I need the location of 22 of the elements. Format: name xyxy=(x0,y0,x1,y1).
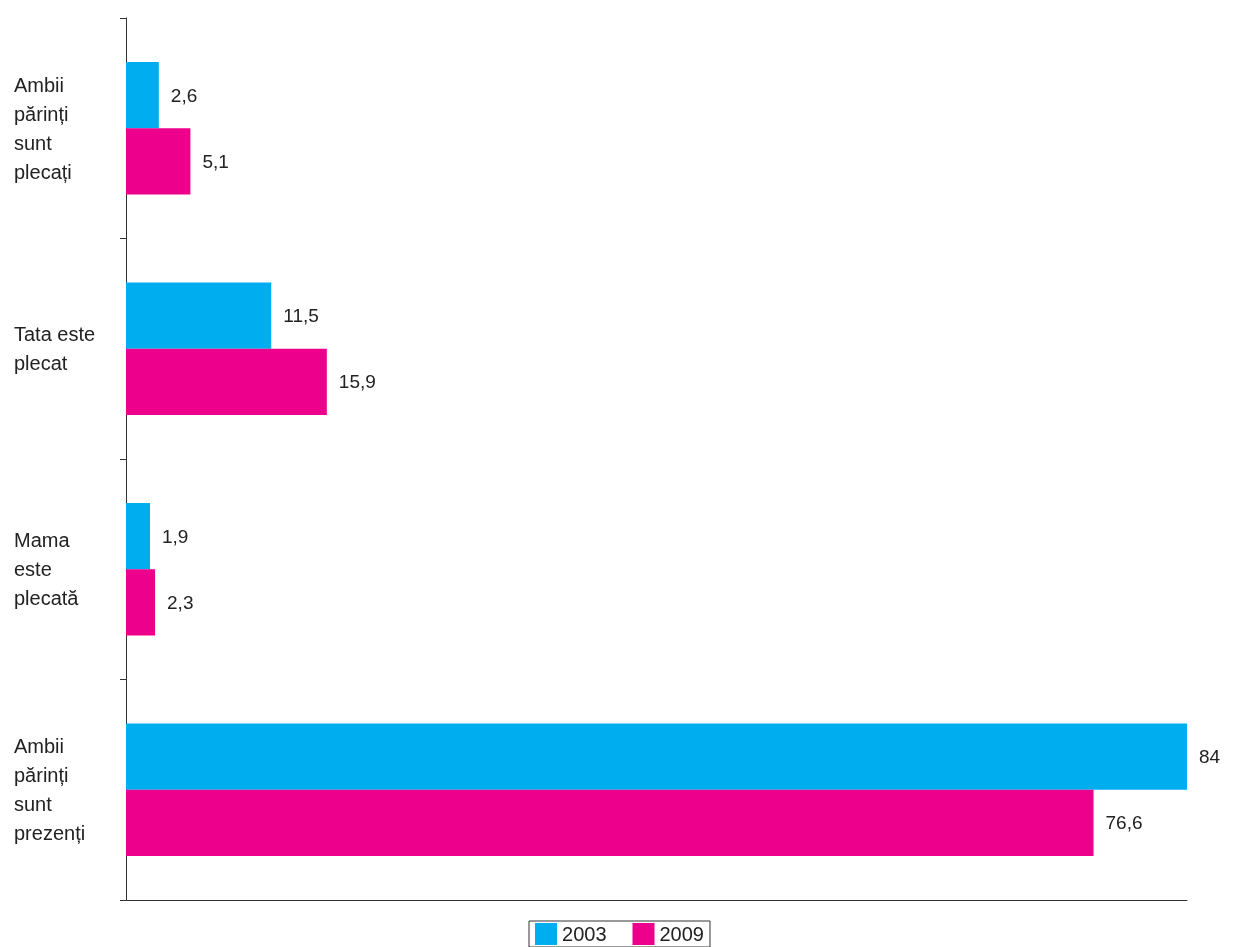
data-label: 2,3 xyxy=(167,591,194,613)
data-label: 2,6 xyxy=(170,84,198,106)
data-label: 11,5 xyxy=(283,305,319,327)
bar xyxy=(126,789,1094,856)
bar xyxy=(126,62,159,129)
data-label: 15,9 xyxy=(338,371,376,393)
legend-label: 2009 xyxy=(659,923,704,945)
bar xyxy=(126,282,272,349)
bar xyxy=(126,128,191,195)
data-label: 76,6 xyxy=(1105,812,1143,834)
bar xyxy=(126,723,1187,790)
y-tick-label: Mama este plecată xyxy=(14,529,80,610)
bar xyxy=(126,503,150,570)
y-tick-label: Tata este plecat xyxy=(14,323,101,375)
data-label: 84 xyxy=(1199,746,1221,768)
data-label: 1,9 xyxy=(162,525,189,547)
bar xyxy=(126,348,327,415)
legend-label: 2003 xyxy=(562,923,607,945)
y-tick-label: Ambii părinți sunt plecați xyxy=(14,73,75,183)
bar xyxy=(126,569,156,636)
y-tick-label: Ambii părinți sunt prezenți xyxy=(14,735,86,845)
data-label: 5,1 xyxy=(202,150,229,172)
